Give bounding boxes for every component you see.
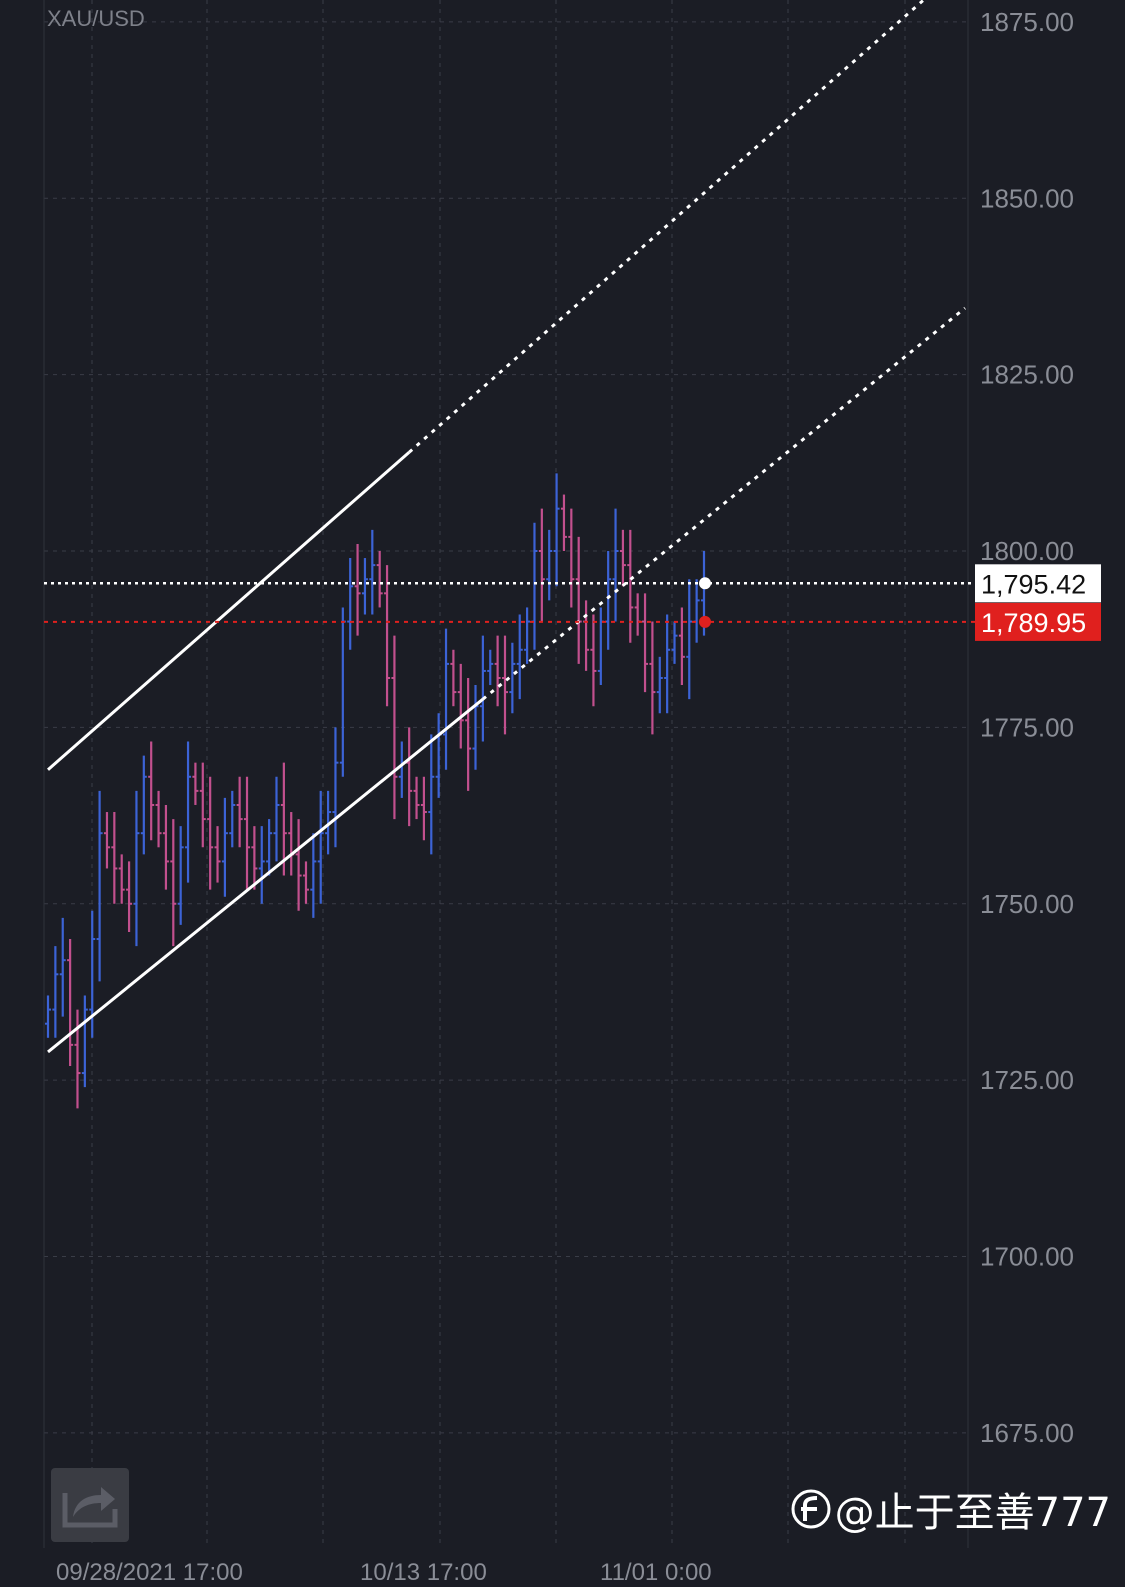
watermark-text: @止于至善777 bbox=[834, 1490, 1111, 1536]
y-tick-label: 1750.00 bbox=[980, 889, 1074, 919]
y-tick-label: 1675.00 bbox=[980, 1418, 1074, 1448]
y-tick-label: 1725.00 bbox=[980, 1065, 1074, 1095]
x-tick-label: 10/13 17:00 bbox=[360, 1559, 487, 1582]
channel-lower-extension bbox=[481, 306, 966, 701]
alert-price-dot bbox=[699, 615, 711, 628]
current-price-label-bg bbox=[975, 564, 1101, 603]
y-tick-label: 1775.00 bbox=[980, 712, 1074, 742]
current-price-label: 1,795.42 bbox=[981, 569, 1086, 599]
y-tick-label: 1800.00 bbox=[980, 536, 1074, 566]
y-tick-label: 1825.00 bbox=[980, 360, 1074, 390]
y-tick-label: 1700.00 bbox=[980, 1242, 1074, 1272]
toutiao-logo bbox=[791, 1489, 831, 1529]
channel-upper-extension bbox=[408, 0, 926, 454]
channel-lower-solid bbox=[47, 697, 484, 1054]
y-tick-label: 1875.00 bbox=[980, 7, 1074, 37]
share-button[interactable] bbox=[51, 1468, 129, 1542]
share-export-icon bbox=[62, 1487, 118, 1528]
symbol-label: XAU/USD bbox=[47, 6, 145, 31]
watermark: @止于至善777 bbox=[791, 1480, 1111, 1538]
channel-upper-solid bbox=[47, 451, 411, 771]
x-tick-label: 11/01 0:00 bbox=[600, 1559, 712, 1582]
x-tick-label: 09/28/2021 17:00 bbox=[56, 1559, 243, 1582]
alert-price-label: 1,789.95 bbox=[981, 608, 1086, 638]
alert-price-label-bg bbox=[975, 602, 1101, 641]
y-tick-label: 1850.00 bbox=[980, 183, 1074, 213]
current-price-dot bbox=[699, 577, 711, 590]
